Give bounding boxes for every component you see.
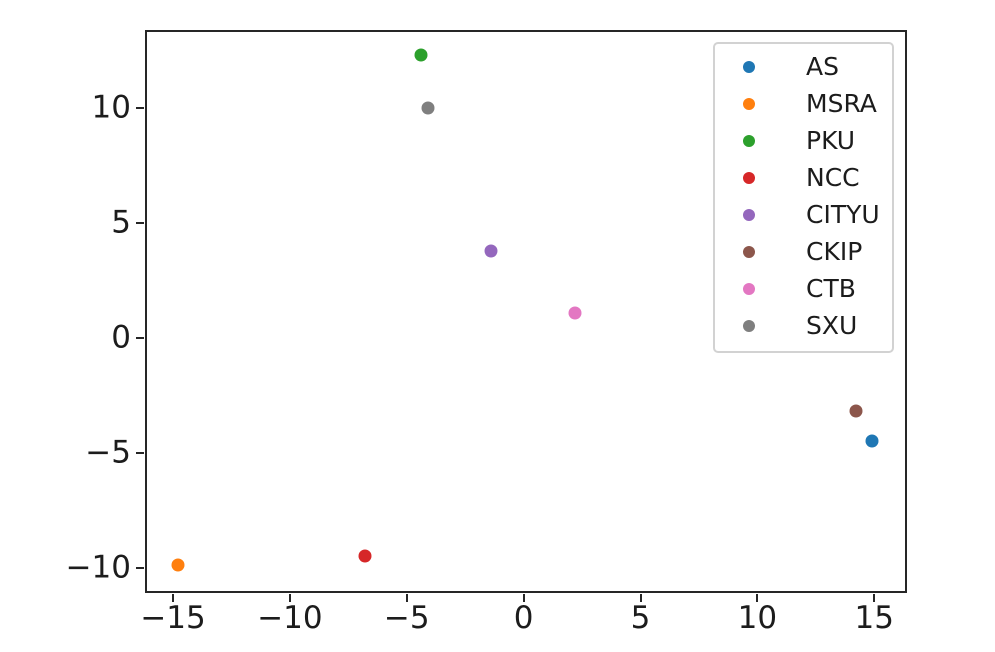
legend-label: AS bbox=[806, 52, 839, 81]
data-point-ckip bbox=[849, 404, 863, 418]
legend-label: MSRA bbox=[806, 89, 877, 118]
x-tick-label: 10 bbox=[737, 600, 778, 636]
x-tick-mark bbox=[639, 594, 642, 602]
x-tick-mark bbox=[756, 594, 759, 602]
legend-label: NCC bbox=[806, 163, 860, 192]
data-point-ncc bbox=[358, 549, 372, 563]
data-point-pku bbox=[414, 48, 428, 62]
legend-marker-icon bbox=[743, 134, 755, 147]
legend-item-sxu: SXU bbox=[715, 307, 892, 344]
y-tick-mark bbox=[136, 451, 144, 454]
y-tick-label: −10 bbox=[65, 549, 131, 586]
y-tick-label: 0 bbox=[111, 319, 131, 356]
legend: AS MSRA PKU NCC CITYU CKIP CTB SXU bbox=[713, 42, 894, 353]
x-tick-mark bbox=[288, 594, 291, 602]
y-tick-mark bbox=[136, 222, 144, 225]
legend-item-ctb: CTB bbox=[715, 270, 892, 307]
legend-label: SXU bbox=[806, 311, 858, 340]
legend-marker-icon bbox=[743, 245, 755, 258]
x-tick-label: −15 bbox=[140, 600, 206, 636]
y-tick-label: −5 bbox=[85, 434, 131, 471]
x-tick-mark bbox=[172, 594, 175, 602]
legend-marker-icon bbox=[743, 282, 755, 295]
legend-label: PKU bbox=[806, 126, 856, 155]
x-tick-label: 0 bbox=[513, 600, 534, 636]
legend-label: CITYU bbox=[806, 200, 880, 229]
data-point-cityu bbox=[484, 244, 498, 258]
data-point-msra bbox=[171, 558, 185, 572]
y-tick-mark bbox=[136, 107, 144, 110]
legend-item-cityu: CITYU bbox=[715, 196, 892, 233]
legend-item-msra: MSRA bbox=[715, 85, 892, 122]
data-point-as bbox=[865, 434, 879, 448]
y-tick-mark bbox=[136, 336, 144, 339]
data-point-sxu bbox=[421, 101, 435, 115]
data-point-ctb bbox=[568, 306, 582, 320]
y-tick-label: 5 bbox=[111, 204, 131, 241]
x-tick-mark bbox=[522, 594, 525, 602]
y-tick-mark bbox=[136, 566, 144, 569]
x-tick-mark bbox=[405, 594, 408, 602]
x-tick-label: −5 bbox=[383, 600, 430, 636]
legend-item-ckip: CKIP bbox=[715, 233, 892, 270]
legend-label: CTB bbox=[806, 274, 856, 303]
x-tick-label: 15 bbox=[854, 600, 894, 636]
x-tick-label: −10 bbox=[257, 600, 323, 636]
legend-marker-icon bbox=[743, 319, 755, 332]
legend-marker-icon bbox=[743, 97, 755, 110]
legend-marker-icon bbox=[743, 60, 755, 73]
legend-item-ncc: NCC bbox=[715, 159, 892, 196]
y-tick-label: 10 bbox=[91, 89, 131, 126]
legend-marker-icon bbox=[743, 208, 755, 221]
x-tick-mark bbox=[873, 594, 876, 602]
legend-label: CKIP bbox=[806, 237, 863, 266]
legend-item-as: AS bbox=[715, 48, 892, 85]
legend-marker-icon bbox=[743, 171, 755, 184]
legend-item-pku: PKU bbox=[715, 122, 892, 159]
x-tick-label: 5 bbox=[630, 600, 651, 636]
